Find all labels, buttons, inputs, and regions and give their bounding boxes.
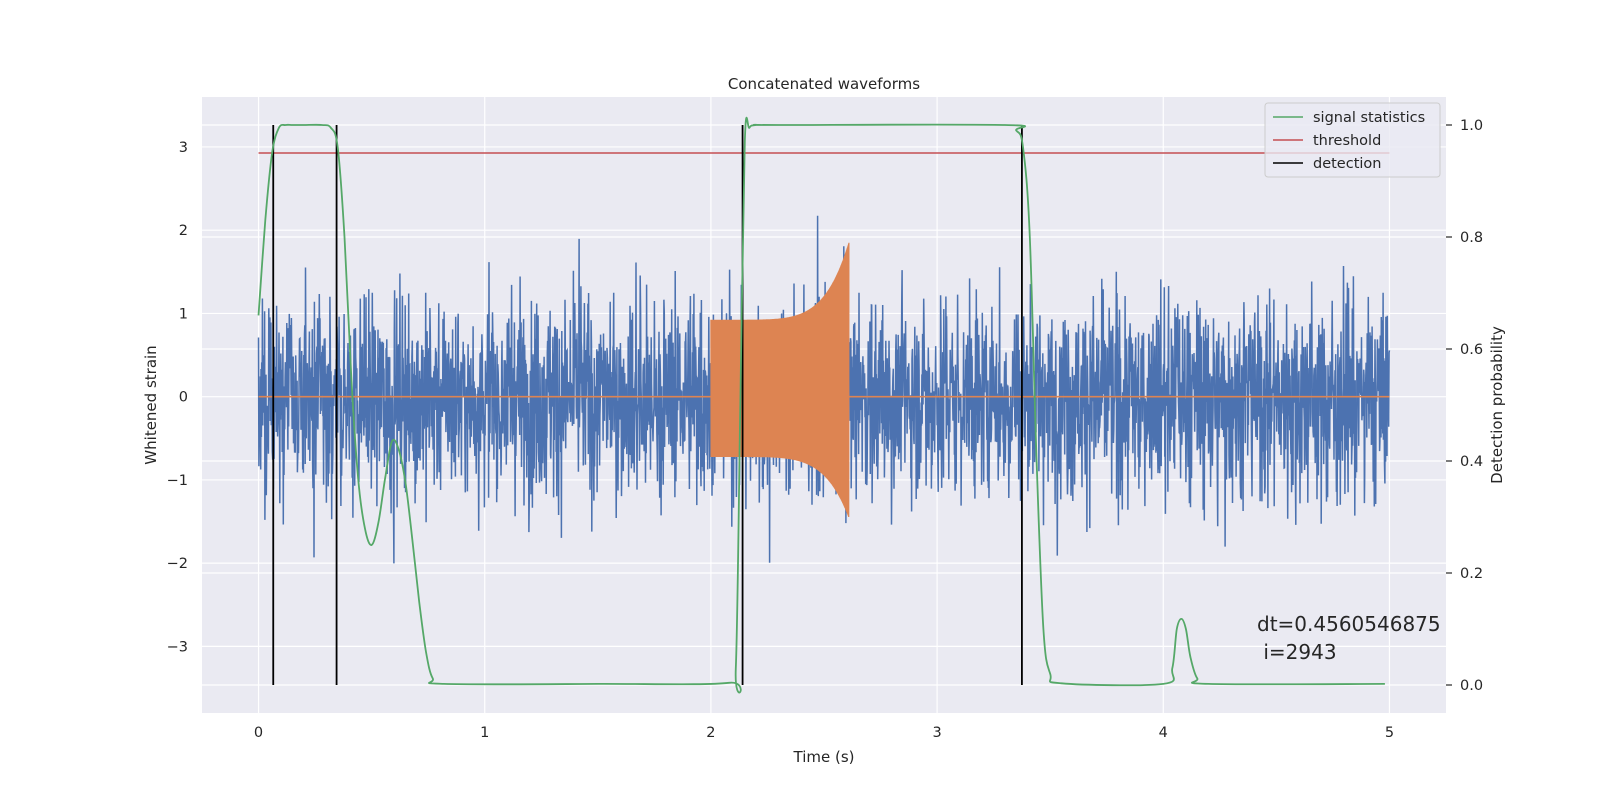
annotation-dt: dt=0.4560546875 (1257, 612, 1441, 636)
x-tick-label-2: 2 (706, 725, 715, 741)
x-tick-label-0: 0 (254, 725, 263, 741)
signal-statistics-line (257, 116, 1385, 694)
chart-title: Concatenated waveforms (728, 75, 920, 93)
signal-statistics-series (257, 116, 1385, 694)
injected-signal-line (710, 242, 850, 518)
annotation-index: i=2943 (1257, 640, 1337, 664)
legend-label-signal-statistics: signal statistics (1313, 110, 1425, 126)
y2-axis-label: Detection probability (1488, 326, 1506, 484)
y-tick-label-2: −1 (167, 473, 188, 489)
y2-tick-label-5: 1.0 (1460, 118, 1483, 134)
x-tick-label-5: 5 (1385, 725, 1394, 741)
legend-box (1264, 102, 1441, 178)
y-tick-label-6: 3 (179, 140, 188, 156)
y2-tick-label-4: 0.8 (1460, 230, 1483, 246)
legend-label-threshold: threshold (1313, 133, 1381, 149)
y2-tick-label-2: 0.4 (1460, 454, 1483, 470)
y-tick-label-1: −2 (167, 556, 188, 572)
y-tick-label-5: 2 (179, 223, 188, 239)
y-axis-label: Whitened strain (142, 345, 160, 464)
y-tick-label-4: 1 (179, 306, 188, 322)
x-axis-label: Time (s) (793, 748, 855, 766)
tick-labels: 0 1 2 3 4 5 −3 −2 −1 0 1 2 3 0.0 0.2 0.4 0.6 0.8 1.0 (167, 118, 1483, 741)
legend-label-detection: detection (1313, 156, 1381, 172)
detection-series (272, 125, 1023, 685)
x-tick-label-1: 1 (480, 725, 489, 741)
injected-signal-series (258, 242, 1390, 518)
x-tick-label-4: 4 (1159, 725, 1168, 741)
y-tick-label-3: 0 (179, 390, 188, 406)
y-tick-label-0: −3 (167, 639, 188, 655)
y2-tick-label-3: 0.6 (1460, 342, 1483, 358)
legend: signal statistics threshold detection (1264, 102, 1441, 178)
y2-tick-label-0: 0.0 (1460, 678, 1483, 694)
x-tick-label-3: 3 (932, 725, 941, 741)
y2-tick-label-1: 0.2 (1460, 566, 1483, 582)
